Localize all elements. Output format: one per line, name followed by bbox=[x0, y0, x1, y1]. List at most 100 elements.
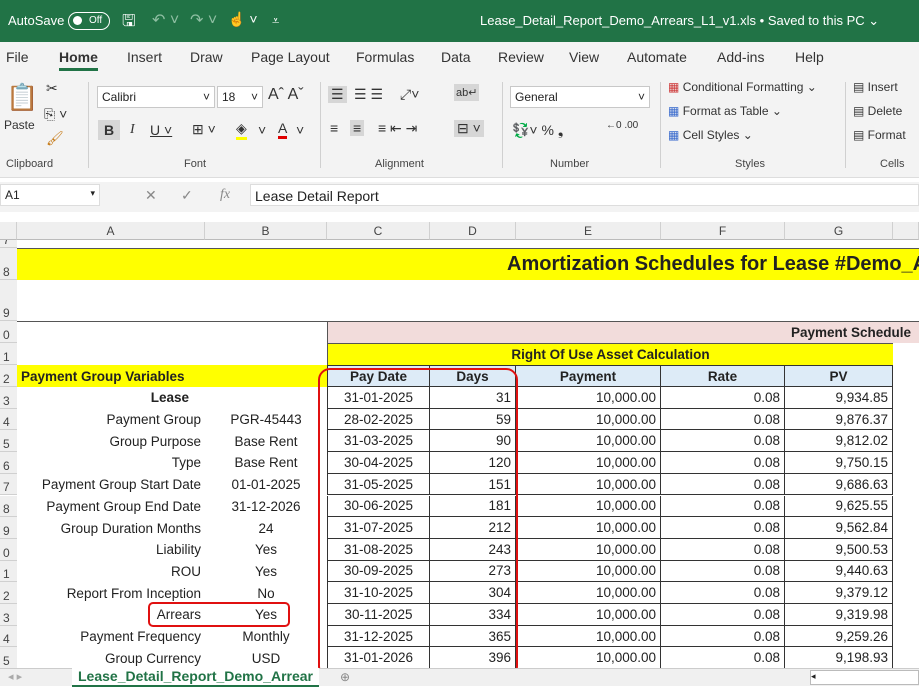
align-right-icon[interactable]: ≡ ⇤ ⇥ bbox=[378, 120, 418, 136]
schedule-cell-pv[interactable]: 9,686.63 bbox=[785, 473, 893, 496]
schedule-cell-pv[interactable]: 9,319.98 bbox=[785, 604, 893, 626]
schedule-cell-rate[interactable]: 0.08 bbox=[661, 495, 785, 518]
schedule-cell-payment[interactable]: 10,000.00 bbox=[516, 538, 661, 561]
schedule-cell-payment[interactable]: 10,000.00 bbox=[516, 430, 661, 453]
table-header-payment[interactable]: Payment bbox=[516, 365, 661, 387]
schedule-cell-days[interactable]: 334 bbox=[430, 604, 516, 626]
variable-value[interactable] bbox=[205, 387, 327, 409]
variable-value[interactable]: Base Rent bbox=[234, 433, 298, 449]
tab-data[interactable]: Data bbox=[441, 49, 471, 65]
column-header-partial[interactable] bbox=[893, 222, 919, 240]
font-color-icon[interactable]: A bbox=[278, 120, 288, 139]
cell-styles-button[interactable]: ▦ Cell Styles ⌄ bbox=[668, 128, 753, 142]
variable-value[interactable]: PGR-45443 bbox=[230, 412, 302, 428]
table-header-days[interactable]: Days bbox=[430, 365, 516, 387]
delete-cells-button[interactable]: ▤ Delete bbox=[853, 104, 903, 118]
customize-toolbar-icon[interactable]: ⩡ bbox=[272, 13, 280, 28]
horizontal-scrollbar[interactable]: ◂ bbox=[810, 670, 919, 685]
variable-label[interactable]: Group Currency bbox=[104, 650, 201, 666]
schedule-cell-pay-date[interactable]: 30-04-2025 bbox=[327, 452, 430, 474]
schedule-cell-pay-date[interactable]: 31-01-2025 bbox=[327, 387, 430, 409]
variable-value[interactable]: 24 bbox=[258, 520, 274, 536]
fill-color-icon[interactable]: ◈ bbox=[236, 120, 247, 140]
accounting-icon[interactable]: 💱˅ % ❟ bbox=[512, 122, 564, 138]
tab-draw[interactable]: Draw bbox=[190, 49, 223, 65]
row-header[interactable]: 8 bbox=[0, 495, 17, 518]
paste-icon[interactable]: 📋 bbox=[6, 82, 39, 112]
schedule-cell-rate[interactable]: 0.08 bbox=[661, 647, 785, 668]
tab-help[interactable]: Help bbox=[795, 49, 824, 65]
column-header-E[interactable]: E bbox=[516, 222, 661, 240]
schedule-cell-pay-date[interactable]: 31-01-2026 bbox=[327, 647, 430, 668]
schedule-cell-days[interactable]: 304 bbox=[430, 582, 516, 604]
schedule-cell-payment[interactable]: 10,000.00 bbox=[516, 647, 661, 668]
autosave-toggle[interactable]: Off bbox=[68, 12, 110, 30]
spreadsheet-grid[interactable]: A B C D E F G 7 8 9 0 1 2 3 4 5 6 7 8 9 0 1 2 3 4 5 Amortization S… bbox=[0, 222, 919, 668]
variable-value[interactable]: USD bbox=[251, 650, 281, 666]
sheet-tab-active[interactable]: Lease_Detail_Report_Demo_Arrear bbox=[72, 668, 319, 687]
save-icon[interactable]: 🖫 bbox=[122, 13, 136, 30]
variable-value[interactable]: 31-12-2026 bbox=[231, 498, 301, 514]
row-header[interactable]: 9 bbox=[0, 517, 17, 539]
column-header-A[interactable]: A bbox=[17, 222, 205, 240]
schedule-cell-days[interactable]: 273 bbox=[430, 560, 516, 583]
schedule-cell-days[interactable]: 59 bbox=[430, 408, 516, 431]
schedule-cell-rate[interactable]: 0.08 bbox=[661, 430, 785, 453]
font-size-select[interactable]: 18 ˅ bbox=[217, 86, 263, 108]
schedule-cell-payment[interactable]: 10,000.00 bbox=[516, 452, 661, 474]
schedule-cell-pv[interactable]: 9,750.15 bbox=[785, 452, 893, 474]
schedule-cell-days[interactable]: 31 bbox=[430, 387, 516, 409]
schedule-cell-rate[interactable]: 0.08 bbox=[661, 473, 785, 496]
schedule-cell-pay-date[interactable]: 30-06-2025 bbox=[327, 495, 430, 518]
formula-input[interactable]: Lease Detail Report bbox=[250, 184, 919, 206]
schedule-cell-pv[interactable]: 9,198.93 bbox=[785, 647, 893, 668]
row-header[interactable]: 9 bbox=[0, 280, 17, 321]
schedule-cell-pv[interactable]: 9,562.84 bbox=[785, 517, 893, 539]
insert-function-icon[interactable]: fx bbox=[220, 187, 231, 202]
schedule-cell-payment[interactable]: 10,000.00 bbox=[516, 495, 661, 518]
cut-icon[interactable]: ✂ bbox=[46, 80, 58, 96]
increase-font-icon[interactable]: Aˆ Aˇ bbox=[268, 86, 304, 103]
paste-button[interactable]: Paste bbox=[4, 118, 35, 132]
row-header[interactable]: 0 bbox=[0, 538, 17, 561]
schedule-cell-pay-date[interactable]: 31-07-2025 bbox=[327, 517, 430, 539]
bold-button[interactable]: B bbox=[98, 120, 121, 140]
schedule-cell-payment[interactable]: 10,000.00 bbox=[516, 473, 661, 496]
variable-label[interactable]: Lease bbox=[150, 390, 189, 406]
variable-value[interactable]: Yes bbox=[254, 542, 278, 558]
schedule-cell-days[interactable]: 90 bbox=[430, 430, 516, 453]
tab-file[interactable]: File bbox=[6, 49, 29, 65]
orientation-icon[interactable]: ⤢˅ bbox=[400, 86, 420, 102]
schedule-cell-pay-date[interactable]: 31-12-2025 bbox=[327, 625, 430, 648]
variable-value[interactable]: 01-01-2025 bbox=[231, 477, 301, 493]
tab-automate[interactable]: Automate bbox=[627, 49, 687, 65]
schedule-cell-rate[interactable]: 0.08 bbox=[661, 560, 785, 583]
schedule-cell-pay-date[interactable]: 31-05-2025 bbox=[327, 473, 430, 496]
underline-button[interactable]: U ˅ bbox=[150, 122, 173, 138]
column-header-B[interactable]: B bbox=[205, 222, 327, 240]
schedule-cell-pv[interactable]: 9,440.63 bbox=[785, 560, 893, 583]
top-align-icon[interactable]: ☰ bbox=[328, 86, 347, 103]
insert-cells-button[interactable]: ▤ Insert bbox=[853, 80, 898, 94]
scroll-tabs-icon[interactable]: ◂ ▸ bbox=[8, 671, 23, 683]
schedule-cell-pay-date[interactable]: 28-02-2025 bbox=[327, 408, 430, 431]
format-painter-icon[interactable]: 🖌 bbox=[46, 130, 64, 146]
tab-page-layout[interactable]: Page Layout bbox=[251, 49, 330, 65]
align-left-icon[interactable]: ≡ bbox=[330, 120, 339, 136]
schedule-cell-payment[interactable]: 10,000.00 bbox=[516, 517, 661, 539]
variable-label[interactable]: Payment Frequency bbox=[80, 629, 201, 645]
row-header[interactable]: 4 bbox=[0, 625, 17, 648]
merge-center-icon[interactable]: ⊟ ˅ bbox=[454, 120, 484, 137]
column-header-F[interactable]: F bbox=[661, 222, 785, 240]
schedule-cell-rate[interactable]: 0.08 bbox=[661, 517, 785, 539]
align-center-icon[interactable]: ≡ bbox=[350, 120, 365, 136]
row-header[interactable]: 7 bbox=[0, 473, 17, 496]
tab-formulas[interactable]: Formulas bbox=[356, 49, 415, 65]
middle-align-icon[interactable]: ☰ ☰ bbox=[354, 86, 383, 102]
variable-label[interactable]: Payment Group End Date bbox=[46, 498, 201, 514]
variable-label[interactable]: Group Purpose bbox=[109, 433, 201, 449]
schedule-cell-rate[interactable]: 0.08 bbox=[661, 625, 785, 648]
variable-value[interactable]: No bbox=[257, 585, 275, 601]
variable-value[interactable]: Base Rent bbox=[234, 455, 298, 471]
schedule-cell-days[interactable]: 212 bbox=[430, 517, 516, 539]
